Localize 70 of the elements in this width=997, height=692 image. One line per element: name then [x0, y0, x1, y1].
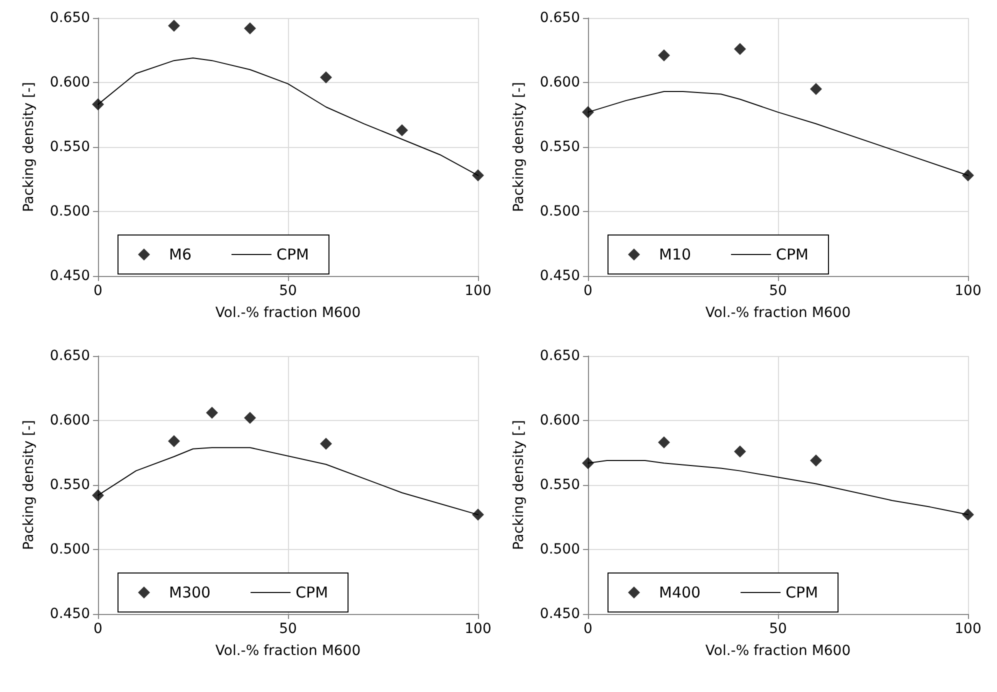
point: [244, 412, 256, 424]
point: [92, 98, 104, 110]
y-axis-title: Packing density [-]: [21, 420, 37, 550]
point: [168, 20, 180, 32]
point: [582, 106, 594, 118]
y-tick-label: 0.500: [50, 204, 90, 220]
y-tick-label: 0.450: [50, 606, 90, 622]
point: [320, 71, 332, 84]
x-tick-label: 0: [94, 621, 102, 637]
x-axis-title: Vol.-% fraction M600: [215, 305, 361, 321]
legend-label: CPM: [786, 584, 818, 602]
point: [734, 445, 746, 458]
y-tick-label: 0.550: [50, 139, 90, 155]
y-axis-title: Packing density [-]: [21, 82, 37, 212]
point: [582, 457, 594, 470]
y-tick-label: 0.500: [540, 204, 580, 220]
x-tick-label: 50: [279, 621, 297, 637]
point: [206, 406, 218, 419]
x-tick-label: 50: [769, 283, 787, 299]
y-tick-label: 0.650: [540, 10, 580, 26]
legend-label: M6: [169, 246, 192, 264]
y-tick-label: 0.500: [540, 542, 580, 558]
y-tick-label: 0.650: [540, 348, 580, 364]
y-tick-label: 0.600: [50, 412, 90, 428]
y-tick-label: 0.500: [50, 542, 90, 558]
point: [472, 169, 484, 182]
y-tick-label: 0.450: [540, 268, 580, 284]
y-tick-label: 0.450: [50, 268, 90, 284]
point: [168, 435, 180, 448]
point: [962, 169, 974, 182]
y-axis-title: Packing density [-]: [511, 82, 527, 212]
legend-label: CPM: [776, 246, 808, 264]
y-tick-label: 0.650: [50, 348, 90, 364]
x-tick-label: 50: [769, 621, 787, 637]
y-tick-label: 0.600: [540, 412, 580, 428]
legend-label: M10: [659, 246, 692, 264]
point: [472, 508, 484, 521]
point: [658, 49, 670, 62]
x-tick-label: 0: [584, 621, 592, 637]
y-tick-label: 0.650: [50, 10, 90, 26]
point: [396, 124, 408, 136]
y-tick-label: 0.600: [50, 74, 90, 90]
y-axis-title: Packing density [-]: [511, 420, 527, 550]
x-tick-label: 0: [94, 283, 102, 299]
y-tick-label: 0.450: [540, 606, 580, 622]
y-tick-label: 0.550: [540, 139, 580, 155]
point: [244, 22, 256, 34]
y-tick-label: 0.550: [540, 477, 580, 493]
legend-label: CPM: [276, 246, 309, 264]
y-tick-label: 0.550: [50, 477, 90, 493]
x-axis-title: Vol.-% fraction M600: [215, 643, 361, 659]
legend-label: M400: [659, 584, 701, 602]
legend-label: CPM: [296, 584, 328, 602]
y-tick-label: 0.600: [540, 74, 580, 90]
x-axis-title: Vol.-% fraction M600: [705, 643, 851, 659]
point: [92, 489, 104, 502]
legend-label: M300: [169, 584, 211, 602]
point: [320, 438, 332, 450]
point: [658, 436, 670, 448]
x-tick-label: 100: [464, 621, 492, 637]
point: [810, 82, 822, 95]
point: [734, 42, 746, 55]
point: [810, 454, 822, 466]
point: [962, 508, 974, 521]
x-tick-label: 100: [464, 283, 492, 299]
x-tick-label: 0: [584, 283, 592, 299]
x-tick-label: 100: [954, 283, 982, 299]
x-tick-label: 50: [279, 283, 297, 299]
x-axis-title: Vol.-% fraction M600: [705, 305, 851, 321]
x-tick-label: 100: [954, 621, 982, 637]
